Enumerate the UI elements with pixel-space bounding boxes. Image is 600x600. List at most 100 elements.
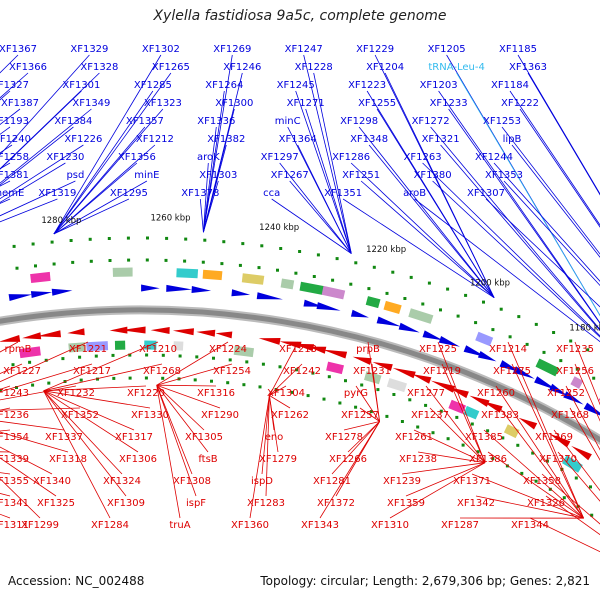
label-leader-line (53, 72, 172, 235)
forward-gene-arrow (231, 289, 251, 297)
tick-dot (203, 238, 207, 242)
label-leader-line (503, 180, 600, 286)
label-leader-line (359, 407, 380, 422)
gene-label: XF1255 (358, 98, 396, 109)
gene-label: XF1203 (420, 80, 458, 91)
gene-label: tRNA-Leu-4 (428, 62, 484, 73)
tick-dot (474, 321, 478, 325)
gene-label: XF1299 (21, 520, 59, 531)
label-leader-line (360, 180, 495, 299)
forward-gene-arrow (8, 294, 33, 301)
gene-label-layer: XF1367 XF1329 XF1302 XF1269 XF1247 XF1229 XF12… (0, 44, 594, 531)
gene-label: XF1225 (419, 344, 457, 355)
label-leader-line (511, 363, 584, 519)
label-leader-line (371, 363, 380, 422)
gene-label: XF1285 (134, 80, 172, 91)
reverse-gene-arrow (322, 349, 348, 359)
label-leader-line (413, 429, 486, 464)
reverse-gene-arrow (372, 362, 393, 371)
label-leader-line (471, 473, 584, 519)
gene-label: psd (66, 170, 84, 181)
gene-label: XF1230 (46, 152, 84, 163)
tick-dot (28, 360, 32, 364)
tick-dot (592, 376, 596, 380)
page-title: Xylella fastidiosa 9a5c, complete genome (153, 8, 447, 24)
reverse-gene-arrow (482, 400, 503, 413)
label-leader-line (541, 473, 600, 525)
cog-block-forward (321, 285, 346, 300)
label-leader-line (422, 162, 600, 337)
tick-dot (89, 259, 93, 263)
forward-gene-arrow (51, 288, 73, 296)
tick-dot (338, 401, 342, 405)
gene-label: XF1290 (201, 410, 239, 421)
gene-label: XF1269 (213, 44, 251, 55)
gene-label: XF1275 (493, 366, 531, 377)
label-leader-line (297, 144, 352, 254)
label-leader-line (527, 72, 600, 196)
label-leader-line (53, 90, 154, 235)
label-leader-line (331, 421, 380, 475)
tick-dot (589, 485, 592, 489)
gene-label: XF1372 (317, 498, 355, 509)
tick-dot (560, 467, 564, 471)
label-leader-line (249, 395, 270, 519)
reverse-gene-arrow (215, 331, 233, 339)
tick-dot (421, 302, 425, 306)
gene-label: XF1307 (467, 188, 505, 199)
forward-gene-arrow (398, 322, 420, 333)
feature-layer (0, 267, 600, 473)
gene-label: XF1231 (353, 366, 391, 377)
label-leader-line (545, 495, 600, 536)
tick-dot (47, 381, 51, 385)
gene-label: XF1385 (465, 432, 503, 443)
gene-label: XF1265 (152, 62, 190, 73)
label-leader-line (43, 363, 163, 392)
cog-block-forward (383, 300, 402, 314)
label-leader-line (0, 162, 11, 170)
label-leader-line (501, 126, 600, 255)
cog-block-reverse (86, 341, 109, 352)
tick-dot (531, 451, 535, 455)
gene-label: XF1281 (313, 476, 351, 487)
tick-dot (322, 397, 326, 401)
label-leader-line (414, 198, 600, 343)
label-leader-line (53, 162, 138, 235)
label-leader-line (43, 390, 151, 409)
tick-dot (112, 376, 116, 380)
gene-label: XF1242 (283, 366, 321, 377)
gene-label: aroB (403, 188, 426, 199)
label-leader-line (43, 341, 159, 392)
tick-dot (261, 362, 265, 366)
label-leader-line (0, 363, 93, 393)
gene-label: XF1278 (325, 432, 363, 443)
gene-label: XF1219 (423, 366, 461, 377)
label-leader-line (53, 180, 148, 235)
label-leader-line (0, 126, 74, 186)
label-leader-line (156, 385, 193, 475)
tick-dot (238, 263, 242, 267)
label-leader-line (485, 198, 600, 308)
tick-dot (391, 270, 395, 274)
cog-block-forward (365, 296, 381, 309)
reverse-gene-arrow (392, 367, 416, 379)
cog-block-reverse (562, 455, 583, 473)
label-leader-line (529, 517, 600, 553)
tick-dot (327, 375, 331, 379)
label-leader-line (269, 341, 299, 396)
gene-label: XF1224 (209, 344, 247, 355)
cog-block-reverse (364, 371, 382, 385)
gene-label: XF1279 (259, 454, 297, 465)
tick-dot (126, 236, 130, 240)
label-leader-line (303, 54, 352, 254)
cog-block-reverse (463, 405, 480, 420)
forward-gene-arrow (513, 366, 535, 379)
label-leader-line (156, 385, 181, 519)
gene-label: XF1370 (539, 454, 577, 465)
cog-block-forward (202, 269, 223, 281)
gene-label: XF1252 (547, 388, 585, 399)
tick-dot (349, 282, 353, 286)
reverse-gene-arrow (109, 326, 128, 334)
cog-block-reverse (448, 399, 466, 414)
